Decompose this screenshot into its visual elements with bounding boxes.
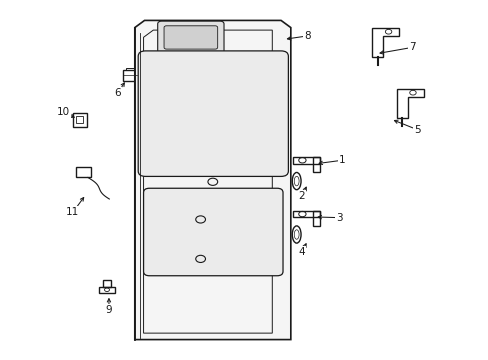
Text: 3: 3 xyxy=(336,213,342,222)
Text: 10: 10 xyxy=(57,107,69,117)
Text: 7: 7 xyxy=(408,42,415,52)
Text: 2: 2 xyxy=(298,191,305,201)
Text: 11: 11 xyxy=(66,207,80,217)
Text: 6: 6 xyxy=(114,88,121,98)
Polygon shape xyxy=(135,21,290,339)
FancyBboxPatch shape xyxy=(138,51,288,176)
Text: 8: 8 xyxy=(304,31,310,41)
Text: 4: 4 xyxy=(298,247,305,257)
Text: 9: 9 xyxy=(105,305,112,315)
FancyBboxPatch shape xyxy=(158,21,224,54)
FancyBboxPatch shape xyxy=(143,188,283,276)
FancyBboxPatch shape xyxy=(163,26,217,49)
Text: 5: 5 xyxy=(413,125,420,135)
Text: 1: 1 xyxy=(338,155,345,165)
